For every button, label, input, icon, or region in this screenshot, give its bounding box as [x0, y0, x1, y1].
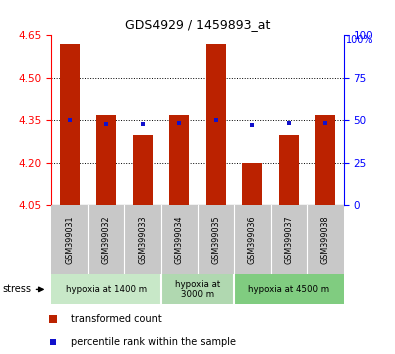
Bar [206, 44, 226, 205]
Text: percentile rank within the sample: percentile rank within the sample [71, 337, 236, 347]
Bar [169, 115, 189, 205]
Text: hypoxia at 4500 m: hypoxia at 4500 m [248, 285, 329, 294]
Bar [60, 44, 80, 205]
Text: GSM399031: GSM399031 [65, 216, 74, 264]
Text: GSM399034: GSM399034 [175, 216, 184, 264]
Bar [51, 274, 161, 304]
Text: GSM399038: GSM399038 [321, 216, 330, 264]
Bar [234, 205, 271, 274]
Bar [96, 115, 116, 205]
Text: GSM399032: GSM399032 [102, 216, 111, 264]
Text: GSM399033: GSM399033 [138, 216, 147, 264]
Bar [133, 135, 153, 205]
Bar [161, 205, 198, 274]
Text: 100%: 100% [346, 35, 373, 45]
Bar [124, 205, 161, 274]
Text: hypoxia at 1400 m: hypoxia at 1400 m [66, 285, 147, 294]
Bar [198, 205, 234, 274]
Bar [161, 274, 234, 304]
Bar [242, 163, 262, 205]
Bar [271, 205, 307, 274]
Text: stress: stress [2, 284, 31, 295]
Text: GSM399037: GSM399037 [284, 216, 293, 264]
Text: transformed count: transformed count [71, 314, 162, 324]
Title: GDS4929 / 1459893_at: GDS4929 / 1459893_at [125, 18, 270, 32]
Bar [51, 205, 88, 274]
Text: GSM399035: GSM399035 [211, 216, 220, 264]
Bar [315, 115, 335, 205]
Bar [279, 135, 299, 205]
Bar [234, 274, 344, 304]
Text: GSM399036: GSM399036 [248, 216, 257, 264]
Bar [88, 205, 124, 274]
Text: hypoxia at
3000 m: hypoxia at 3000 m [175, 280, 220, 299]
Bar [307, 205, 344, 274]
